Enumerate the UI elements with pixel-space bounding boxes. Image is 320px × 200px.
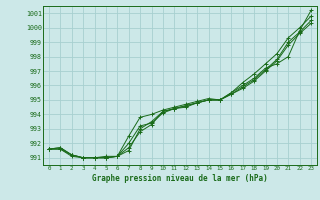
X-axis label: Graphe pression niveau de la mer (hPa): Graphe pression niveau de la mer (hPa) xyxy=(92,174,268,183)
